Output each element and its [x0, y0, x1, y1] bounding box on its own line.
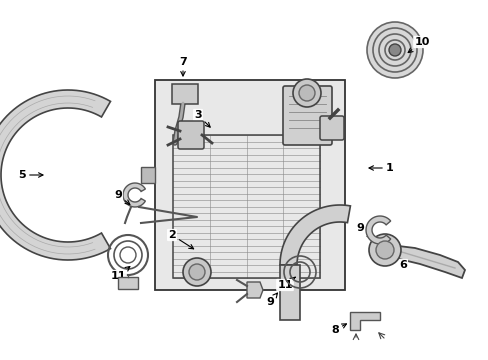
Circle shape [366, 22, 422, 78]
Polygon shape [0, 90, 110, 260]
Polygon shape [366, 216, 390, 244]
FancyBboxPatch shape [178, 121, 203, 149]
Polygon shape [123, 183, 145, 207]
FancyBboxPatch shape [319, 116, 343, 140]
Bar [155, 80, 345, 290]
Circle shape [298, 85, 314, 101]
Polygon shape [389, 245, 464, 278]
Circle shape [384, 40, 404, 60]
Circle shape [368, 234, 400, 266]
FancyBboxPatch shape [283, 86, 331, 145]
Text: 5: 5 [18, 170, 43, 180]
Bar [118, 277, 138, 289]
Circle shape [388, 44, 400, 56]
Text: 9: 9 [265, 293, 277, 307]
Circle shape [189, 264, 204, 280]
Bar [173, 135, 319, 278]
Text: 2: 2 [168, 230, 193, 249]
Text: 11: 11 [277, 277, 295, 290]
Circle shape [372, 28, 416, 72]
Polygon shape [246, 282, 263, 298]
Circle shape [375, 241, 393, 259]
FancyBboxPatch shape [172, 84, 198, 104]
Circle shape [183, 258, 210, 286]
Text: 1: 1 [368, 163, 393, 173]
Text: 3: 3 [194, 110, 210, 127]
Text: 7: 7 [179, 57, 186, 76]
Polygon shape [280, 205, 350, 265]
Text: 8: 8 [330, 324, 346, 335]
Circle shape [292, 79, 320, 107]
Polygon shape [349, 312, 379, 330]
Text: 4: 4 [298, 98, 313, 117]
Circle shape [378, 34, 410, 66]
Text: 9: 9 [114, 190, 130, 204]
Bar [280, 265, 299, 320]
Text: 6: 6 [392, 253, 406, 270]
Bar [141, 167, 155, 183]
Text: 11: 11 [110, 266, 130, 281]
Text: 9: 9 [355, 223, 371, 238]
Text: 10: 10 [407, 37, 429, 53]
